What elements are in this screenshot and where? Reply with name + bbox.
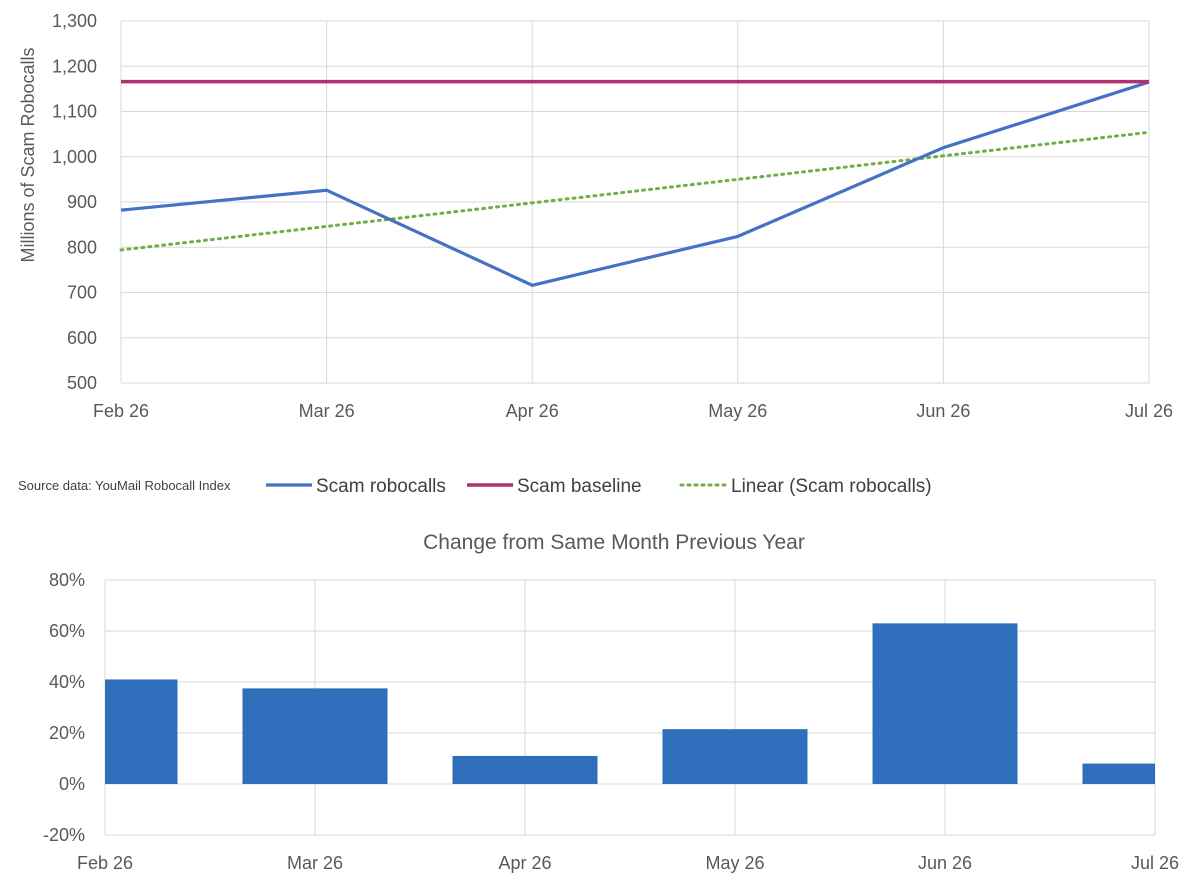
bar-chart-title: Change from Same Month Previous Year — [423, 531, 805, 554]
legend-label: Scam baseline — [517, 476, 642, 497]
legend-label: Scam robocalls — [316, 476, 446, 497]
legend-label: Linear (Scam robocalls) — [731, 476, 932, 497]
bar — [105, 679, 178, 784]
bar-chart-x-tick-label: Jul 26 — [1131, 853, 1179, 873]
series-linear-trend-line — [119, 130, 1151, 252]
bar-chart-x-tick-label: Feb 26 — [77, 853, 133, 873]
line-chart-y-tick-label: 1,200 — [52, 56, 97, 76]
line-chart-x-tick-label: Jul 26 — [1125, 401, 1173, 421]
line-chart-y-tick-label: 600 — [67, 328, 97, 348]
line-chart-y-axis-label: Millions of Scam Robocalls — [18, 47, 38, 262]
bar — [242, 688, 388, 784]
line-chart-y-tick-label: 500 — [67, 373, 97, 393]
source-note: Source data: YouMail Robocall Index — [18, 478, 231, 493]
bar — [452, 755, 598, 784]
line-chart-y-tick-label: 700 — [67, 283, 97, 303]
line-chart-x-tick-label: Apr 26 — [506, 401, 559, 421]
legend: Source data: YouMail Robocall Index Scam… — [18, 476, 932, 497]
line-chart: 500 600 700 800 900 1,000 1,100 1,200 1,300 Feb … — [18, 11, 1173, 421]
bar-chart-x-axis: Feb 26 Mar 26 Apr 26 May 26 Jun 26 Jul 26 — [77, 853, 1179, 873]
line-chart-y-axis: 500 600 700 800 900 1,000 1,100 1,200 1,300 — [52, 11, 97, 393]
line-chart-y-tick-label: 800 — [67, 237, 97, 257]
bar-chart-x-tick-label: May 26 — [705, 853, 764, 873]
bar-chart-y-tick-label: 0% — [59, 774, 85, 794]
bar — [872, 623, 1018, 784]
line-chart-gridlines — [120, 20, 1150, 384]
line-chart-y-tick-label: 1,300 — [52, 11, 97, 31]
bar-chart-x-tick-label: Mar 26 — [287, 853, 343, 873]
bar-chart-y-axis: -20% 0% 20% 40% 60% 80% — [43, 570, 85, 845]
series-scam-robocalls-line — [120, 80, 1150, 287]
bar-chart-x-tick-label: Apr 26 — [498, 853, 551, 873]
bar — [1082, 763, 1155, 784]
bar-chart-y-tick-label: 80% — [49, 570, 85, 590]
line-chart-y-tick-label: 1,000 — [52, 147, 97, 167]
line-chart-x-axis: Feb 26 Mar 26 Apr 26 May 26 Jun 26 Jul 26 — [93, 401, 1173, 421]
bar-chart-y-tick-label: -20% — [43, 825, 85, 845]
bar-chart-y-tick-label: 40% — [49, 672, 85, 692]
bar-chart-bars — [105, 623, 1155, 784]
line-chart-series — [119, 79, 1151, 287]
line-chart-y-tick-label: 900 — [67, 192, 97, 212]
bar-chart: Change from Same Month Previous Year -20… — [43, 531, 1179, 873]
bar — [662, 729, 808, 784]
line-chart-x-tick-label: Feb 26 — [93, 401, 149, 421]
bar-chart-y-tick-label: 60% — [49, 621, 85, 641]
bar-chart-y-tick-label: 20% — [49, 723, 85, 743]
line-chart-x-tick-label: Jun 26 — [916, 401, 970, 421]
line-chart-x-tick-label: May 26 — [708, 401, 767, 421]
line-chart-y-tick-label: 1,100 — [52, 102, 97, 122]
bar-chart-x-tick-label: Jun 26 — [918, 853, 972, 873]
line-chart-x-tick-label: Mar 26 — [299, 401, 355, 421]
